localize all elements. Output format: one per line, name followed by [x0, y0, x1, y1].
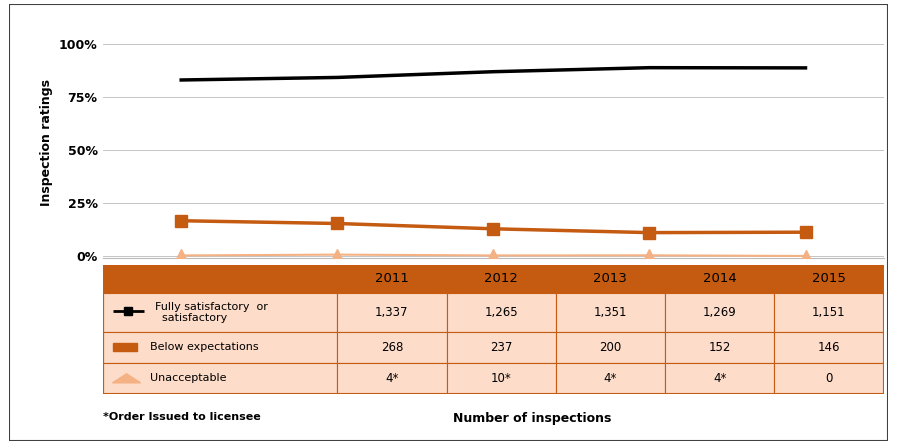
Bar — [337, 363, 447, 394]
Bar — [665, 293, 774, 332]
Text: 0: 0 — [825, 372, 832, 385]
Polygon shape — [112, 374, 141, 383]
Bar — [774, 265, 884, 293]
Text: 10*: 10* — [491, 372, 511, 385]
Bar — [774, 363, 884, 394]
Text: 4*: 4* — [713, 372, 727, 385]
Text: 1,351: 1,351 — [594, 306, 627, 319]
Bar — [774, 293, 884, 332]
Text: Unacceptable: Unacceptable — [150, 373, 226, 383]
Text: 1,151: 1,151 — [812, 306, 846, 319]
Bar — [103, 332, 337, 363]
Bar — [103, 293, 337, 332]
Bar — [556, 265, 665, 293]
Text: *Order Issued to licensee: *Order Issued to licensee — [103, 412, 261, 421]
Text: 268: 268 — [380, 341, 403, 354]
Text: 152: 152 — [709, 341, 731, 354]
Y-axis label: Inspection ratings: Inspection ratings — [40, 79, 53, 206]
Text: 2015: 2015 — [812, 272, 846, 286]
Bar — [774, 332, 884, 363]
Bar — [447, 265, 556, 293]
Text: 146: 146 — [818, 341, 840, 354]
Bar — [665, 332, 774, 363]
Text: 2012: 2012 — [484, 272, 518, 286]
Bar — [337, 265, 447, 293]
Bar — [447, 293, 556, 332]
Text: 2011: 2011 — [375, 272, 409, 286]
Text: 200: 200 — [599, 341, 622, 354]
Bar — [112, 344, 137, 351]
Bar — [103, 363, 337, 394]
Text: 2014: 2014 — [702, 272, 736, 286]
Bar — [665, 363, 774, 394]
Bar — [556, 293, 665, 332]
Text: Below expectations: Below expectations — [150, 342, 258, 352]
Text: 237: 237 — [490, 341, 512, 354]
Bar — [665, 265, 774, 293]
Text: 1,269: 1,269 — [702, 306, 736, 319]
Text: 4*: 4* — [604, 372, 617, 385]
Text: 1,337: 1,337 — [375, 306, 409, 319]
Bar — [103, 265, 337, 293]
Bar — [337, 332, 447, 363]
Bar — [447, 363, 556, 394]
Text: 1,265: 1,265 — [484, 306, 518, 319]
Text: 2013: 2013 — [594, 272, 627, 286]
Bar — [556, 332, 665, 363]
Text: Number of inspections: Number of inspections — [453, 412, 612, 425]
Bar — [337, 293, 447, 332]
Text: 4*: 4* — [385, 372, 398, 385]
Bar — [447, 332, 556, 363]
Bar — [556, 363, 665, 394]
Text: Fully satisfactory  or
  satisfactory: Fully satisfactory or satisfactory — [155, 302, 268, 324]
